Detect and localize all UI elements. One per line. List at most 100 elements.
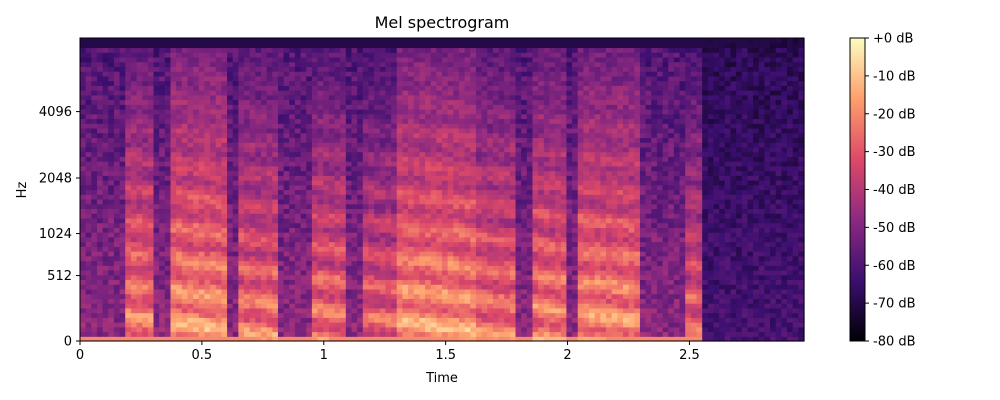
spectrogram-cell: [334, 317, 341, 323]
spectrogram-cell: [328, 222, 336, 228]
spectrogram-cell: [232, 322, 239, 328]
spectrogram-cell: [210, 109, 217, 115]
spectrogram-cell: [430, 227, 437, 233]
spectrogram-cell: [334, 213, 341, 219]
spectrogram-cell: [374, 180, 381, 186]
spectrogram-cell: [261, 331, 268, 337]
spectrogram-cell: [289, 123, 296, 129]
spectrogram-cell: [447, 42, 454, 49]
spectrogram-cell: [142, 142, 149, 148]
spectrogram-cell: [91, 75, 98, 82]
spectrogram-cell: [255, 298, 262, 304]
spectrogram-cell: [119, 307, 126, 314]
spectrogram-cell: [345, 104, 353, 110]
spectrogram-cell: [453, 66, 460, 72]
spectrogram-cell: [368, 61, 375, 67]
spectrogram-cell: [419, 61, 426, 67]
spectrogram-cell: [255, 227, 262, 233]
spectrogram-cell: [176, 312, 183, 318]
spectrogram-cell: [345, 269, 353, 276]
spectrogram-cell: [447, 113, 454, 120]
spectrogram-cell: [159, 203, 166, 210]
spectrogram-cell: [521, 322, 528, 328]
spectrogram-cell: [311, 151, 319, 157]
spectrogram-cell: [136, 104, 143, 110]
spectrogram-cell: [481, 274, 488, 281]
spectrogram-cell: [96, 227, 104, 233]
spectrogram-cell: [311, 217, 319, 224]
spectrogram-cell: [125, 326, 132, 333]
spectrogram-cell: [413, 75, 420, 82]
spectrogram-cell: [362, 52, 370, 58]
spectrogram-cell: [425, 99, 432, 105]
spectrogram-cell: [492, 132, 500, 139]
spectrogram-cell: [379, 194, 387, 200]
spectrogram-cell: [113, 326, 121, 333]
spectrogram-cell: [402, 137, 409, 143]
spectrogram-cell: [481, 94, 488, 101]
spectrogram-cell: [317, 180, 324, 186]
spectrogram-cell: [368, 113, 375, 120]
spectrogram-cell: [408, 312, 415, 318]
spectrogram-cell: [187, 279, 194, 285]
spectrogram-cell: [215, 274, 223, 281]
spectrogram-cell: [442, 47, 449, 53]
spectrogram-cell: [125, 142, 132, 148]
spectrogram-cell: [249, 203, 256, 210]
spectrogram-cell: [244, 269, 251, 276]
spectrogram-cell: [323, 123, 330, 129]
spectrogram-cell: [475, 288, 483, 295]
spectrogram-cell: [204, 66, 211, 72]
spectrogram-cell: [91, 298, 98, 304]
spectrogram-cell: [408, 260, 415, 266]
spectrogram-cell: [453, 189, 460, 195]
spectrogram-cell: [470, 222, 477, 228]
spectrogram-cell: [238, 326, 245, 333]
spectrogram-cell: [340, 331, 347, 337]
spectrogram-cell: [119, 246, 126, 252]
spectrogram-cell: [334, 90, 341, 96]
spectrogram-cell: [277, 265, 285, 271]
spectrogram-cell: [492, 236, 500, 243]
spectrogram-cell: [408, 94, 415, 101]
spectrogram-cell: [470, 194, 477, 200]
spectrogram-cell: [294, 246, 302, 252]
spectrogram-cell: [215, 189, 223, 195]
spectrogram-cell: [108, 146, 115, 153]
spectrogram-cell: [170, 38, 177, 44]
spectrogram-cell: [142, 227, 149, 233]
spectrogram-cell: [249, 113, 256, 120]
spectrogram-cell: [119, 80, 126, 86]
spectrogram-cell: [379, 279, 387, 285]
spectrogram-cell: [436, 61, 443, 67]
spectrogram-cell: [442, 99, 449, 105]
spectrogram-cell: [198, 127, 206, 134]
spectrogram-cell: [340, 165, 347, 172]
spectrogram-cell: [187, 56, 194, 63]
spectrogram-cell: [136, 269, 143, 276]
spectrogram-cell: [142, 151, 149, 157]
spectrogram-cell: [362, 151, 370, 157]
spectrogram-cell: [153, 194, 160, 200]
spectrogram-cell: [311, 118, 319, 124]
spectrogram-cell: [232, 269, 239, 276]
spectrogram-cell: [96, 274, 104, 281]
spectrogram-cell: [470, 71, 477, 77]
spectrogram-cell: [170, 132, 177, 139]
spectrogram-cell: [492, 213, 500, 219]
spectrogram-cell: [96, 80, 104, 86]
spectrogram-cell: [487, 298, 494, 304]
spectrogram-cell: [408, 208, 415, 214]
spectrogram-cell: [96, 184, 104, 191]
spectrogram-cell: [328, 246, 336, 252]
spectrogram-cell: [442, 198, 449, 205]
spectrogram-cell: [108, 80, 115, 86]
spectrogram-cell: [487, 85, 494, 91]
spectrogram-cell: [351, 227, 358, 233]
spectrogram-cell: [80, 194, 87, 200]
spectrogram-cell: [453, 326, 460, 333]
spectrogram-cell: [340, 47, 347, 53]
spectrogram-cell: [442, 42, 449, 49]
spectrogram-cell: [368, 189, 375, 195]
spectrogram-cell: [113, 232, 121, 238]
